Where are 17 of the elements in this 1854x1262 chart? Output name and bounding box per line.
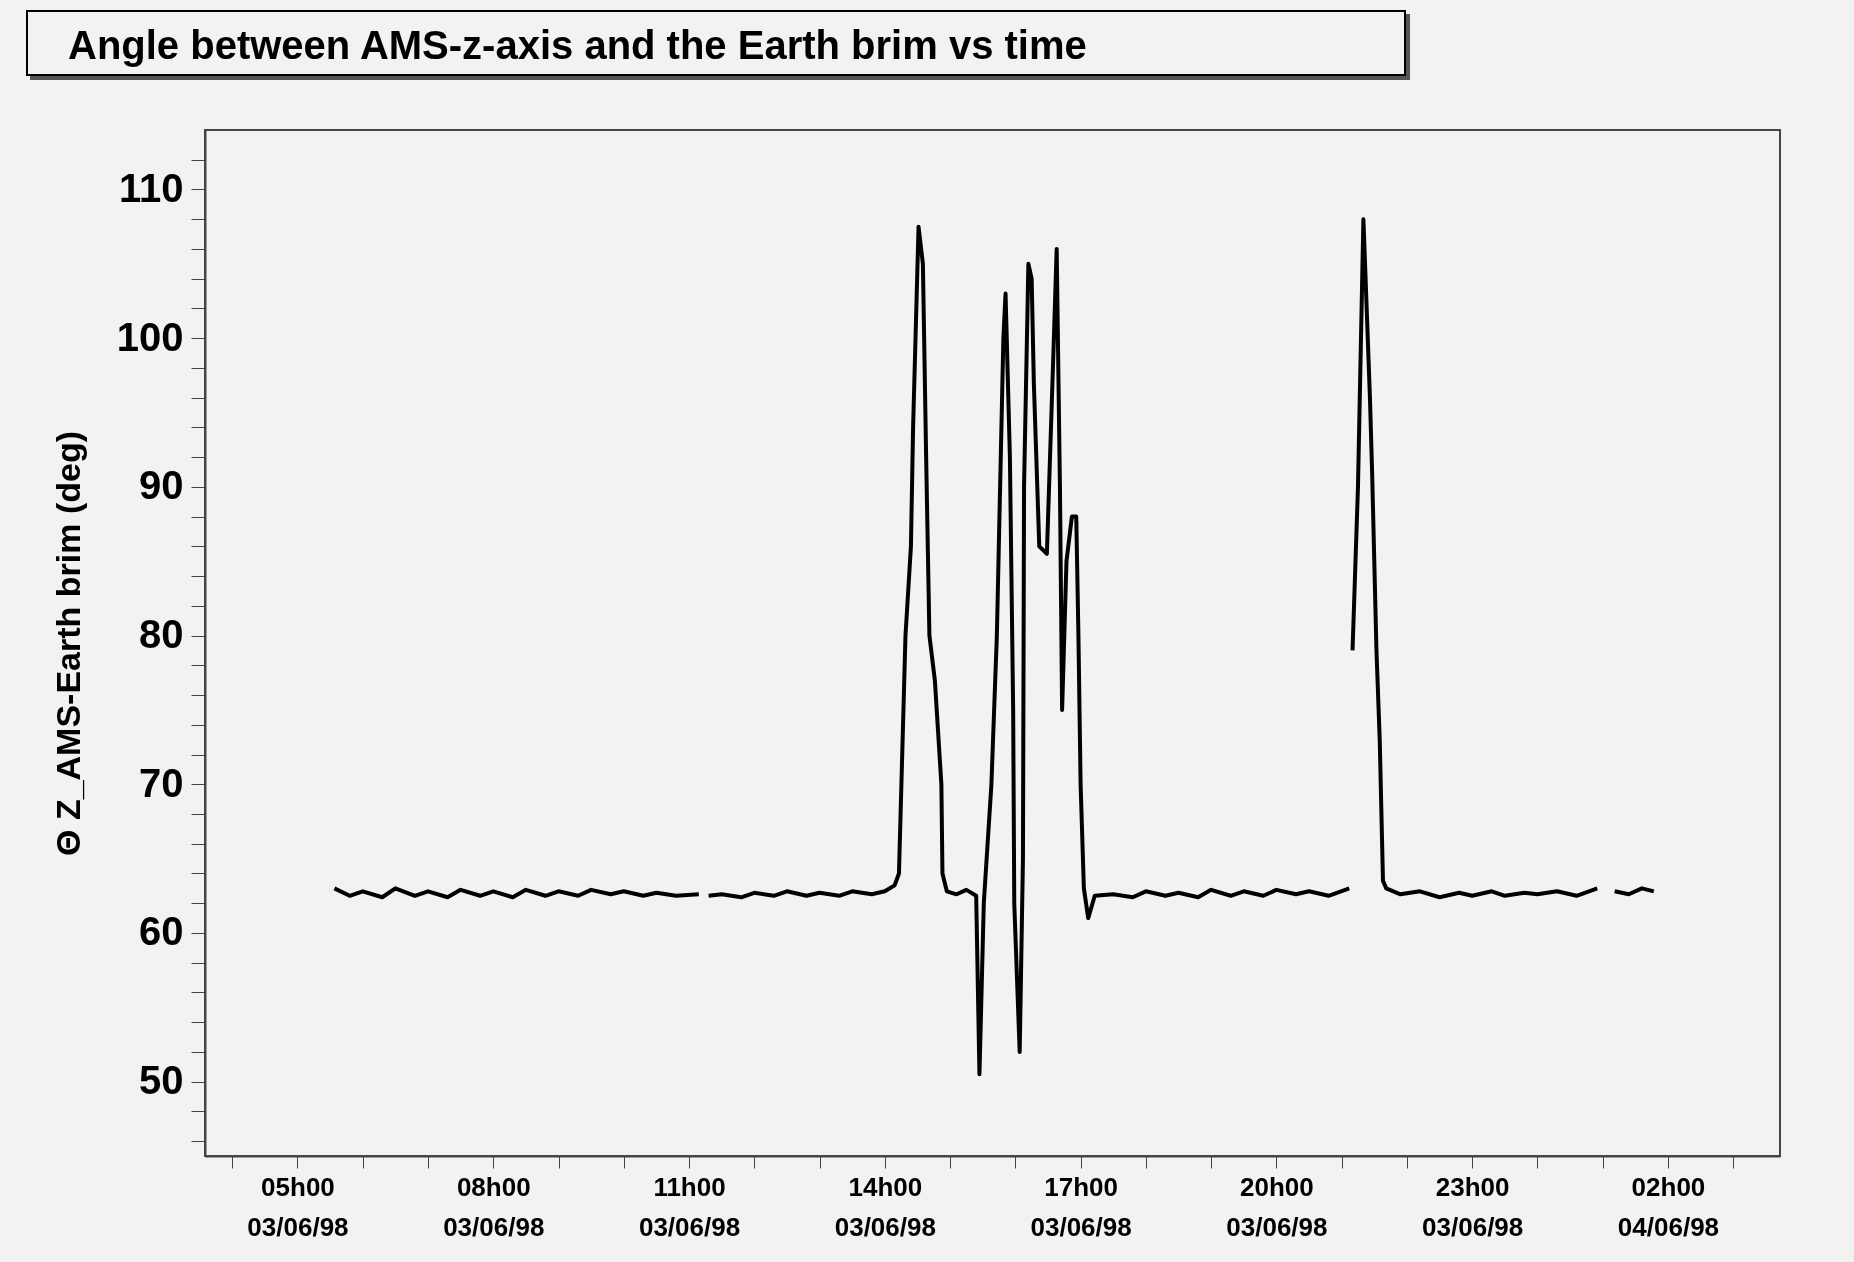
y-tick-label: 80: [139, 612, 184, 657]
y-tick-label: 90: [139, 463, 184, 508]
chart-title: Angle between AMS-z-axis and the Earth brim vs time: [26, 10, 1406, 76]
y-tick-label: 110: [118, 165, 184, 210]
y-axis-title: Θ Z_AMS-Earth brim (deg): [48, 430, 87, 857]
x-tick-label: 14h00 03/06/98: [834, 1171, 936, 1242]
x-tick-label: 11h00 03/06/98: [638, 1171, 741, 1242]
x-tick-label: 05h00 03/06/98: [247, 1171, 349, 1242]
x-tick-label: 23h00 03/06/98: [1422, 1171, 1524, 1242]
x-tick-label: 20h00 03/06/98: [1226, 1171, 1328, 1242]
y-tick-label: 50: [139, 1058, 184, 1103]
y-tick-label: 100: [116, 314, 184, 359]
x-tick-label: 08h00 03/06/98: [443, 1171, 545, 1242]
y-tick-label: 70: [139, 760, 184, 805]
x-tick-label: 02h00 04/06/98: [1617, 1171, 1720, 1242]
y-tick-label: 60: [139, 909, 184, 954]
x-tick-label: 17h00 03/06/98: [1030, 1171, 1132, 1242]
